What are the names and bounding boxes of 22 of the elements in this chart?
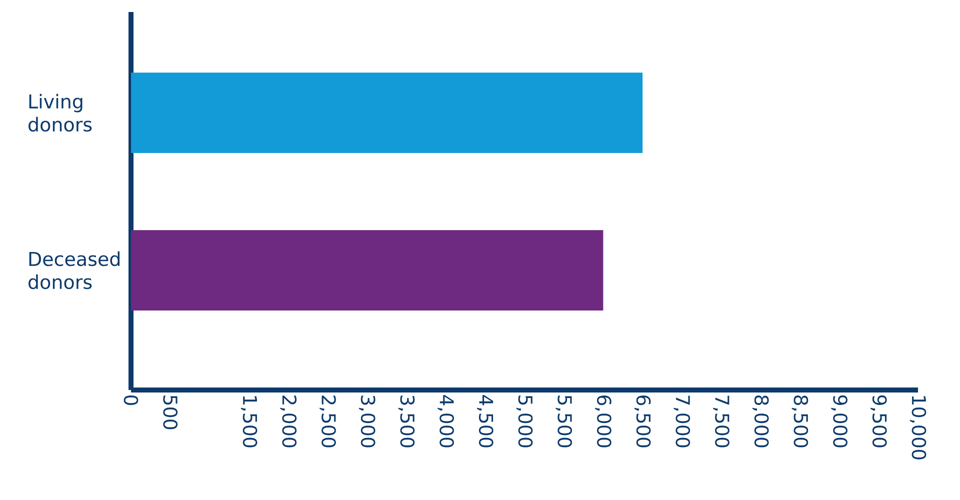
x-tick-label: 9,500: [870, 395, 887, 448]
x-tick-label: 5,000: [516, 396, 533, 448]
x-tick-label: 8,000: [752, 395, 769, 448]
x-tick-label: 8,500: [792, 395, 808, 448]
x-tick-label: 3,000: [358, 396, 376, 448]
x-tick-label: 0: [124, 395, 138, 406]
x-tick-label: 7,500: [713, 396, 730, 448]
x-tick-label: 6,000: [595, 396, 612, 448]
x-tick-label: 2,500: [320, 396, 336, 448]
y-tick-label: Deceased donors: [28, 251, 120, 290]
x-tick-label: 10,000: [910, 396, 926, 460]
x-tick-label: 4,000: [438, 395, 454, 448]
x-tick-label: 4,500: [477, 395, 494, 448]
x-tick-label: 1,500: [240, 396, 258, 448]
y-tick-label: Living donors: [28, 94, 92, 132]
x-tick-label: 6,500: [634, 396, 651, 448]
x-tick-label: 9,000: [831, 395, 848, 448]
x-tick-label: 500: [163, 396, 178, 430]
x-tick-label: 7,000: [674, 396, 690, 448]
x-tick-label: 3,500: [398, 396, 415, 448]
x-tick-label: 2,000: [280, 396, 297, 448]
x-tick-label: 5,500: [556, 396, 572, 448]
